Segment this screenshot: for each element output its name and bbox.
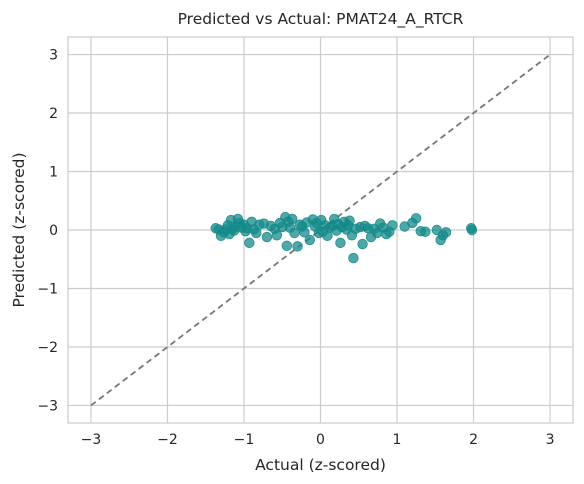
- y-tick-label: −3: [37, 398, 58, 414]
- data-point: [440, 227, 452, 238]
- data-point: [281, 240, 293, 251]
- data-point: [335, 237, 346, 249]
- data-point: [286, 213, 298, 225]
- data-point: [344, 215, 355, 226]
- x-tick-label: 1: [393, 432, 402, 448]
- x-axis-label: Actual (z-scored): [255, 456, 386, 474]
- data-point: [410, 213, 422, 224]
- tick-labels: −3 −2 −1 0 1 2 3 −3 −2 −1 0 1 2 3: [37, 48, 554, 448]
- plot-area-frame: [67, 36, 574, 424]
- y-axis-label: Predicted (z-scored): [10, 153, 28, 308]
- x-tick-label: 0: [316, 432, 325, 448]
- data-points: [210, 211, 478, 264]
- data-point: [304, 234, 315, 246]
- y-tick-label: −1: [37, 281, 58, 297]
- x-tick-label: 3: [546, 432, 555, 448]
- data-point: [261, 231, 273, 243]
- y-tick-label: 0: [49, 223, 58, 239]
- data-point: [357, 238, 368, 250]
- data-point: [271, 230, 283, 241]
- data-point: [420, 226, 431, 237]
- data-point: [387, 220, 398, 231]
- data-point: [292, 241, 303, 252]
- x-tick-label: −3: [81, 432, 102, 448]
- data-point: [299, 227, 310, 238]
- x-tick-label: −1: [234, 432, 255, 448]
- y-tick-label: −2: [37, 340, 58, 356]
- y-tick-label: 1: [49, 165, 58, 181]
- data-point: [348, 252, 359, 264]
- data-point: [466, 224, 478, 236]
- identity-reference-line: [90, 53, 551, 407]
- y-tick-label: 3: [49, 48, 58, 64]
- x-tick-label: −2: [157, 432, 178, 448]
- x-tick-label: 2: [469, 432, 478, 448]
- y-tick-label: 2: [49, 106, 58, 122]
- data-point: [244, 237, 255, 249]
- chart-title: Predicted vs Actual: PMAT24_A_RTCR: [178, 10, 464, 29]
- data-point: [289, 227, 300, 239]
